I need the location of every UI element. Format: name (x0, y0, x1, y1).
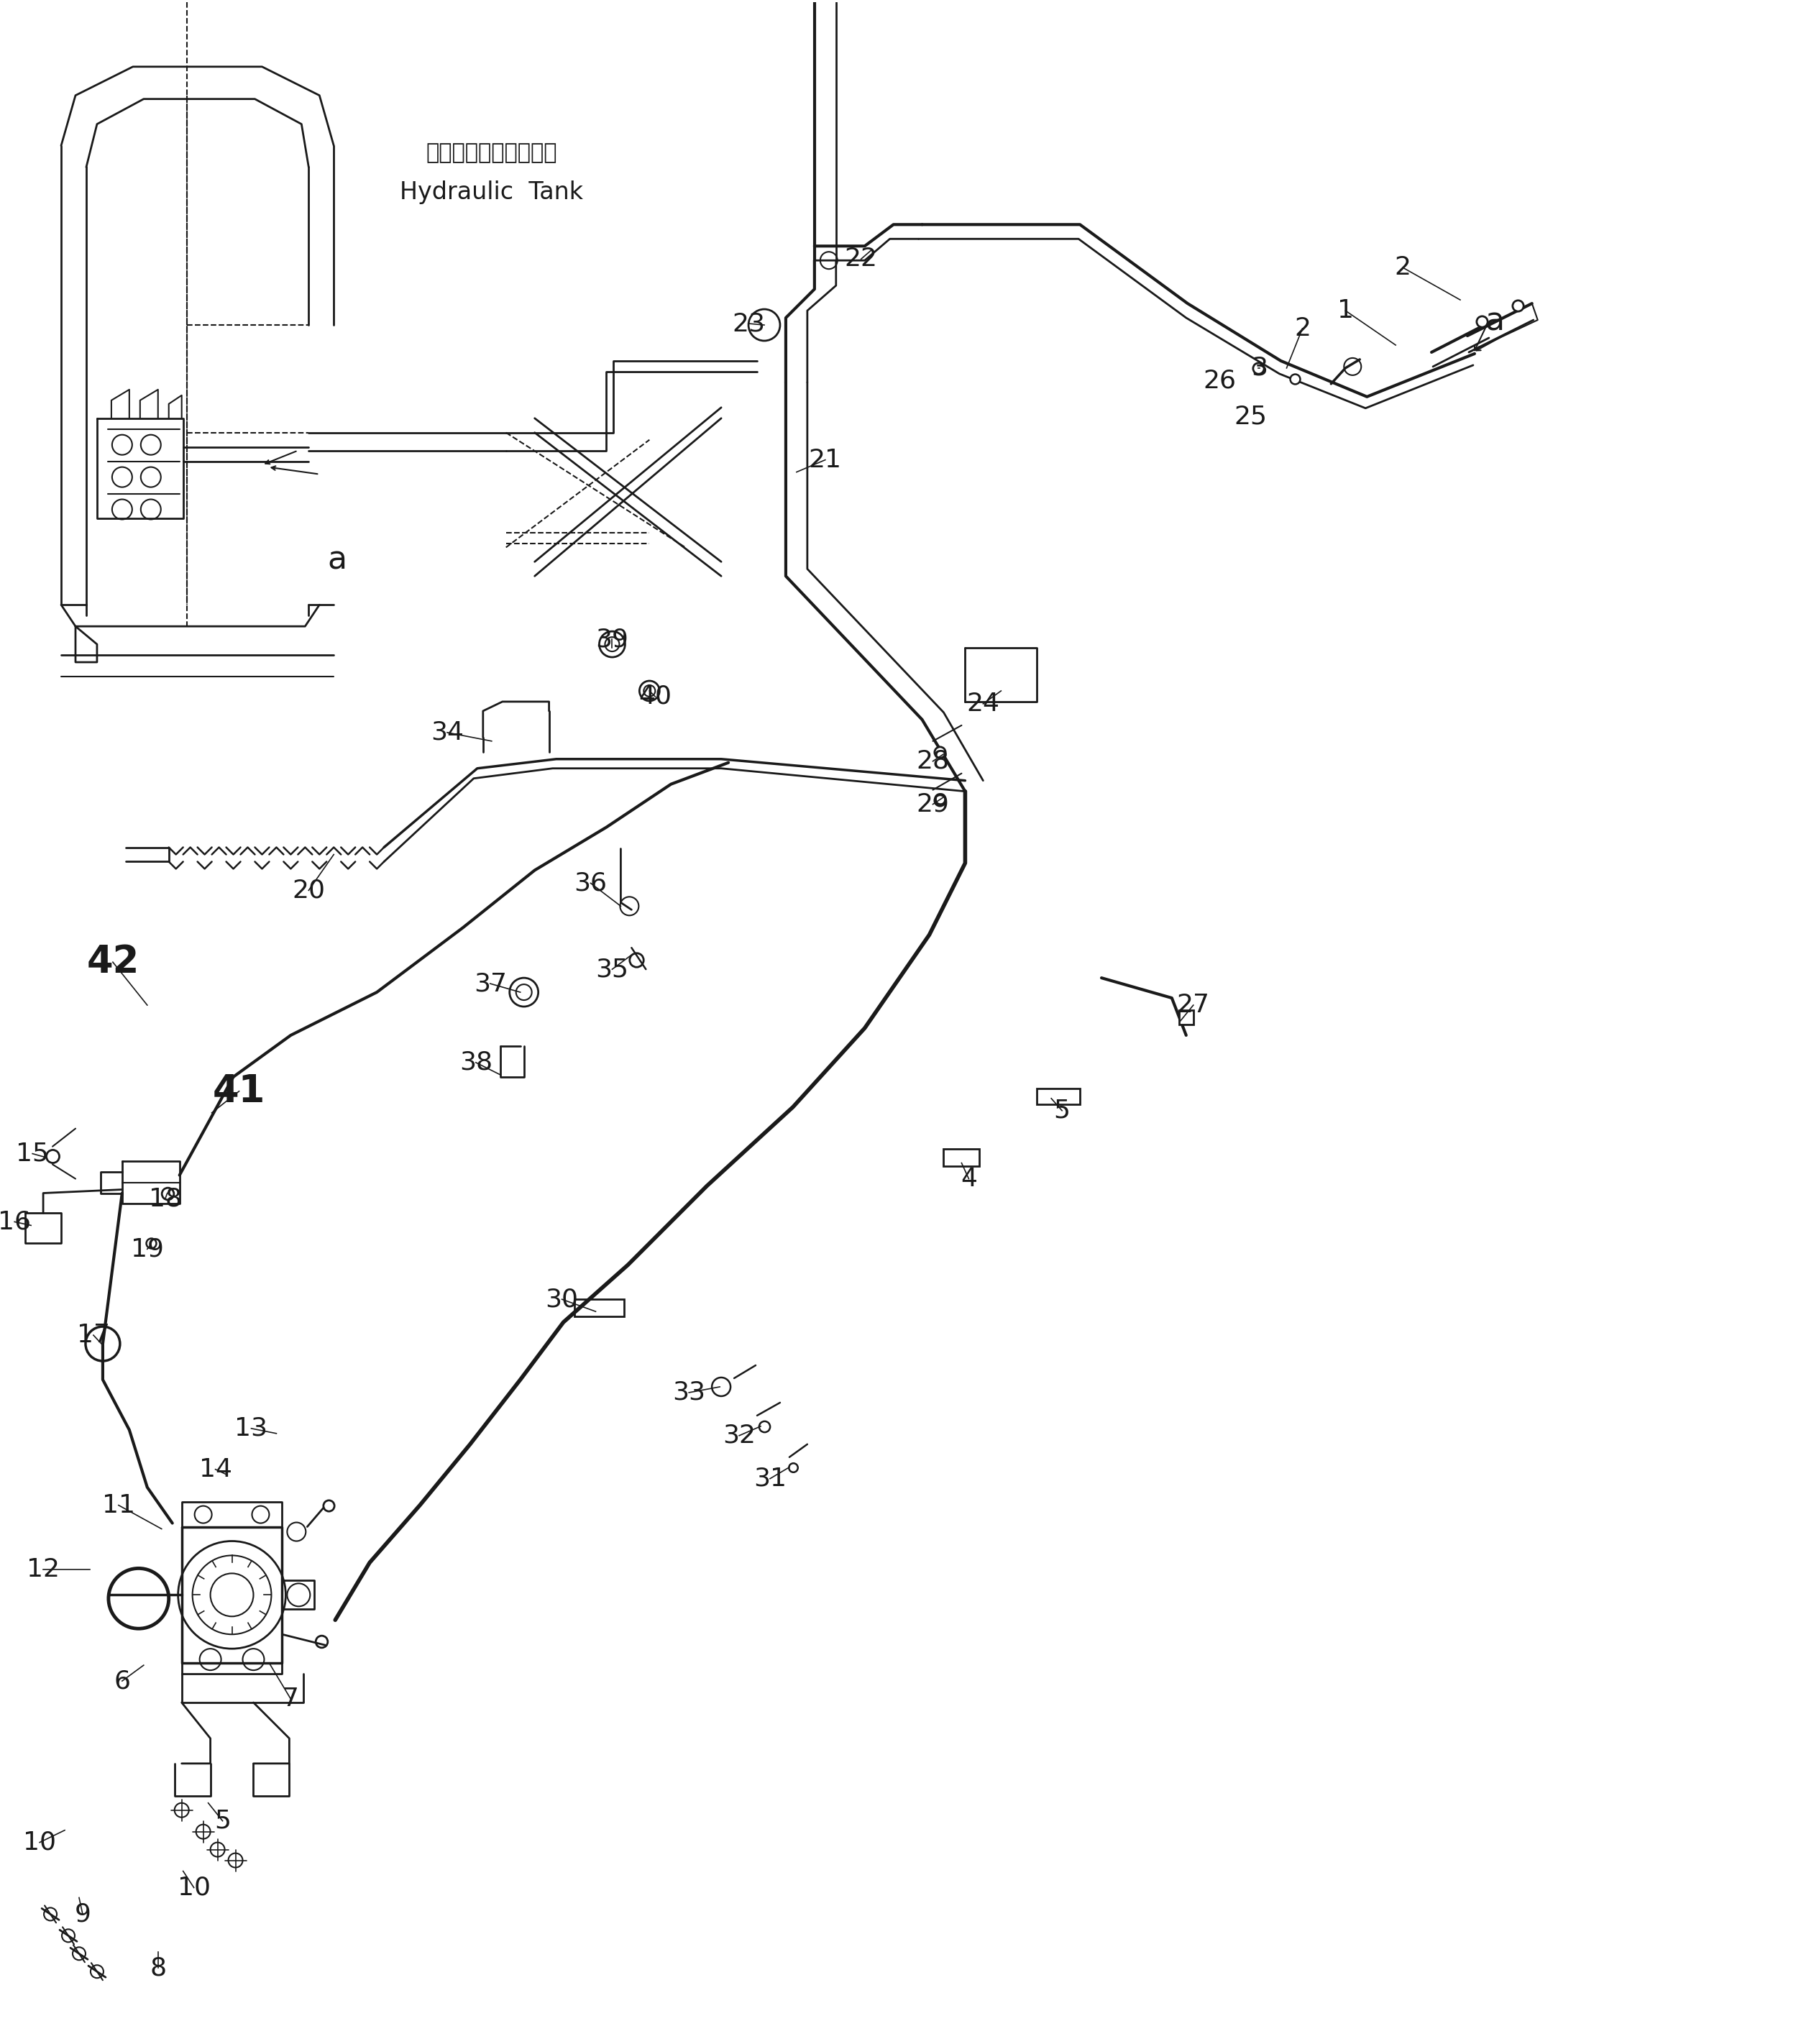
Text: 41: 41 (212, 1073, 266, 1110)
Circle shape (510, 977, 539, 1006)
Text: ハイドロリックタンク: ハイドロリックタンク (426, 143, 557, 164)
Text: 2: 2 (1394, 256, 1412, 280)
Text: 9: 9 (74, 1901, 92, 1925)
Text: a: a (327, 546, 347, 576)
Text: 33: 33 (672, 1380, 706, 1404)
Text: 23: 23 (733, 311, 765, 335)
Bar (1036, 1087, 1079, 1104)
Circle shape (192, 1555, 271, 1635)
Circle shape (639, 681, 659, 701)
Circle shape (178, 1541, 286, 1650)
Circle shape (111, 499, 133, 519)
Text: 5: 5 (214, 1809, 232, 1833)
Text: 38: 38 (460, 1051, 492, 1075)
Text: 34: 34 (431, 719, 463, 744)
Circle shape (199, 1650, 221, 1670)
Text: 21: 21 (808, 448, 842, 472)
Circle shape (86, 1327, 120, 1361)
Circle shape (821, 251, 837, 270)
Text: 14: 14 (199, 1457, 232, 1482)
Text: 29: 29 (916, 791, 950, 816)
Text: 25: 25 (1234, 405, 1268, 429)
Circle shape (43, 1907, 57, 1921)
Bar (575, 1300, 625, 1316)
Circle shape (194, 1506, 212, 1523)
Text: 12: 12 (27, 1558, 59, 1582)
Circle shape (643, 685, 656, 697)
Text: Hydraulic  Tank: Hydraulic Tank (401, 180, 584, 204)
Circle shape (251, 1506, 269, 1523)
Text: 35: 35 (596, 957, 629, 981)
Text: 31: 31 (754, 1466, 787, 1490)
Circle shape (72, 1948, 86, 1960)
Circle shape (140, 499, 162, 519)
Text: 13: 13 (235, 1416, 268, 1441)
Text: 16: 16 (0, 1210, 31, 1235)
Text: 10: 10 (178, 1876, 210, 1899)
Circle shape (210, 1574, 253, 1617)
Circle shape (605, 638, 620, 652)
Text: 42: 42 (86, 944, 138, 981)
Text: 11: 11 (102, 1492, 135, 1517)
Text: a: a (1485, 307, 1505, 337)
Circle shape (600, 632, 625, 658)
Text: 6: 6 (113, 1668, 131, 1692)
Text: 32: 32 (722, 1423, 756, 1447)
Circle shape (620, 897, 639, 916)
Bar (943, 1149, 979, 1165)
Text: 5: 5 (1054, 1098, 1070, 1122)
Text: 24: 24 (966, 691, 1000, 715)
Text: 17: 17 (77, 1322, 110, 1347)
Text: 15: 15 (16, 1141, 48, 1165)
Text: 36: 36 (575, 871, 607, 895)
Circle shape (111, 466, 133, 486)
Circle shape (61, 1930, 75, 1942)
Circle shape (749, 309, 779, 341)
Circle shape (140, 435, 162, 456)
Text: 3: 3 (1252, 356, 1268, 380)
Circle shape (228, 1854, 242, 1868)
Text: 20: 20 (293, 879, 325, 903)
Circle shape (140, 466, 162, 486)
Circle shape (287, 1584, 311, 1607)
Circle shape (287, 1523, 305, 1541)
Text: 19: 19 (131, 1237, 163, 1261)
Text: 8: 8 (149, 1956, 167, 1981)
Circle shape (196, 1825, 210, 1840)
Text: 22: 22 (844, 247, 878, 272)
Text: 26: 26 (1203, 368, 1236, 392)
Circle shape (711, 1378, 731, 1396)
Text: 39: 39 (596, 628, 629, 652)
Circle shape (174, 1803, 189, 1817)
Text: 40: 40 (639, 685, 672, 709)
Circle shape (111, 435, 133, 456)
Text: 27: 27 (1176, 993, 1211, 1018)
Text: 7: 7 (282, 1686, 298, 1711)
Text: 18: 18 (149, 1188, 181, 1212)
Text: 1: 1 (1338, 298, 1354, 323)
Circle shape (515, 985, 532, 1000)
Text: 4: 4 (961, 1167, 977, 1192)
Circle shape (1343, 358, 1361, 376)
Text: 37: 37 (474, 971, 506, 995)
Text: 28: 28 (916, 748, 950, 773)
Text: 2: 2 (1295, 317, 1311, 341)
Circle shape (108, 1568, 169, 1629)
Circle shape (90, 1964, 104, 1979)
Text: 10: 10 (23, 1829, 56, 1854)
Circle shape (210, 1842, 224, 1856)
Text: 30: 30 (546, 1288, 578, 1312)
Circle shape (242, 1650, 264, 1670)
